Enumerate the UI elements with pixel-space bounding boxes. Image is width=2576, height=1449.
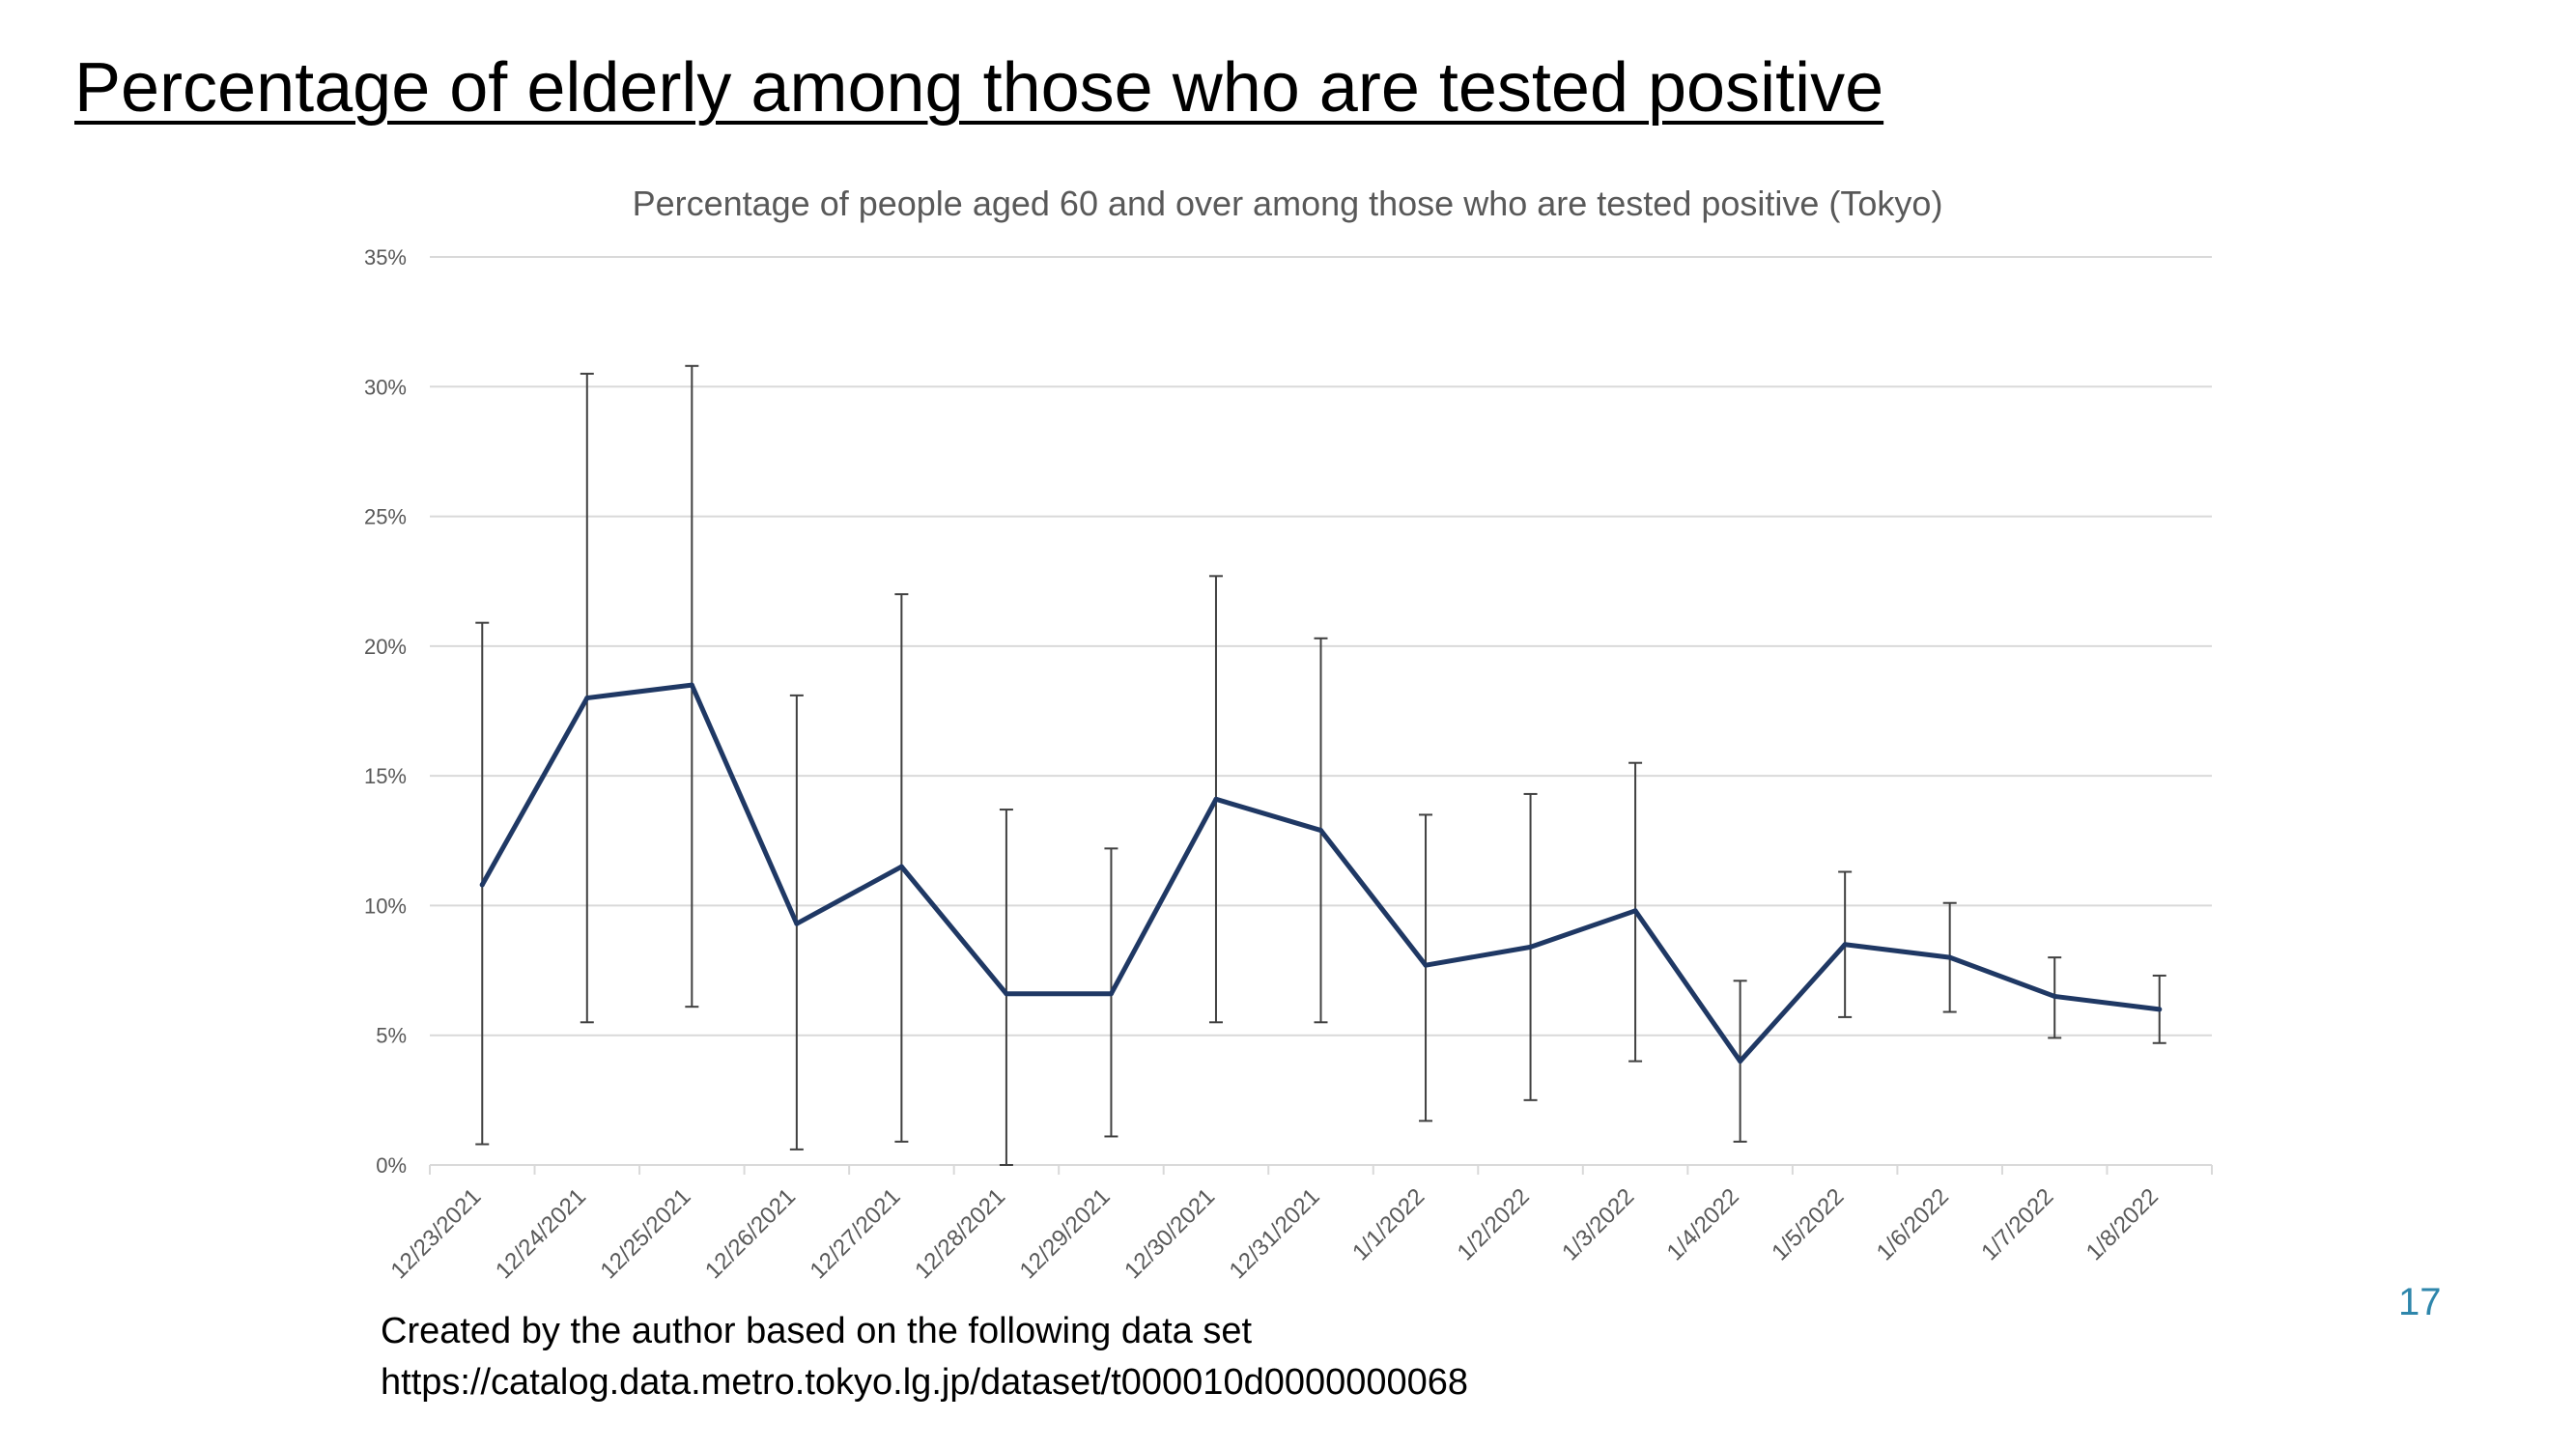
x-tick-label: 1/7/2022 <box>1976 1183 2058 1265</box>
x-tick-label: 12/31/2021 <box>1225 1183 1325 1284</box>
x-tick-label: 12/26/2021 <box>700 1183 801 1284</box>
x-tick-label: 1/6/2022 <box>1872 1183 1954 1265</box>
data-point <box>2157 1007 2163 1012</box>
x-tick-label: 12/28/2021 <box>910 1183 1010 1284</box>
x-tick-label: 12/23/2021 <box>385 1183 486 1284</box>
error-bar <box>999 809 1013 1166</box>
x-tick-label: 12/30/2021 <box>1119 1183 1220 1284</box>
data-point <box>689 682 694 688</box>
data-point <box>479 882 485 888</box>
x-axis-ticks: 12/23/2021 12/24/2021 12/25/2021 12/26/2021… <box>385 1165 2213 1284</box>
page-number: 17 <box>2398 1281 2442 1323</box>
y-tick-label: 15% <box>364 764 407 788</box>
data-point <box>1738 1059 1743 1065</box>
data-point <box>584 696 590 701</box>
x-tick-label: 1/2/2022 <box>1453 1183 1535 1265</box>
source-note-line1: Created by the author based on the follo… <box>381 1311 1253 1351</box>
data-point <box>1632 908 1638 914</box>
y-axis-ticks: 0% 5% 10% 15% 20% 25% 30% 35% <box>364 245 407 1178</box>
x-tick-label: 12/27/2021 <box>806 1183 906 1284</box>
source-note: Created by the author based on the follo… <box>381 1306 1468 1408</box>
y-tick-label: 30% <box>364 375 407 399</box>
data-point <box>1318 828 1323 834</box>
slide-title: Percentage of elderly among those who ar… <box>74 49 1884 127</box>
x-tick-label: 1/3/2022 <box>1557 1183 1639 1265</box>
y-tick-label: 10% <box>364 894 407 918</box>
data-point <box>1528 944 1534 950</box>
y-tick-label: 20% <box>364 635 407 659</box>
error-bar <box>1419 813 1433 1122</box>
data-point <box>1947 954 1953 960</box>
x-tick-label: 1/5/2022 <box>1767 1183 1849 1265</box>
y-tick-label: 25% <box>364 505 407 529</box>
data-point <box>898 864 904 869</box>
data-point <box>1842 942 1848 948</box>
x-tick-label: 12/29/2021 <box>1015 1183 1116 1284</box>
series-layer <box>479 682 2163 1065</box>
chart-title: Percentage of people aged 60 and over am… <box>633 184 1943 223</box>
x-tick-label: 1/1/2022 <box>1347 1183 1430 1265</box>
data-point <box>1108 991 1114 997</box>
source-url: https://catalog.data.metro.tokyo.lg.jp/d… <box>381 1362 1469 1403</box>
y-tick-label: 0% <box>376 1153 407 1178</box>
x-tick-label: 1/4/2022 <box>1662 1183 1744 1265</box>
data-point <box>1213 796 1219 802</box>
data-point <box>794 921 800 926</box>
x-tick-label: 12/24/2021 <box>491 1183 591 1284</box>
y-tick-label: 5% <box>376 1024 407 1048</box>
x-tick-label: 1/8/2022 <box>2081 1183 2164 1265</box>
data-point <box>2052 993 2057 999</box>
data-point <box>1423 962 1429 968</box>
y-tick-label: 35% <box>364 245 407 270</box>
data-point <box>1004 991 1009 997</box>
x-tick-label: 12/25/2021 <box>596 1183 696 1284</box>
